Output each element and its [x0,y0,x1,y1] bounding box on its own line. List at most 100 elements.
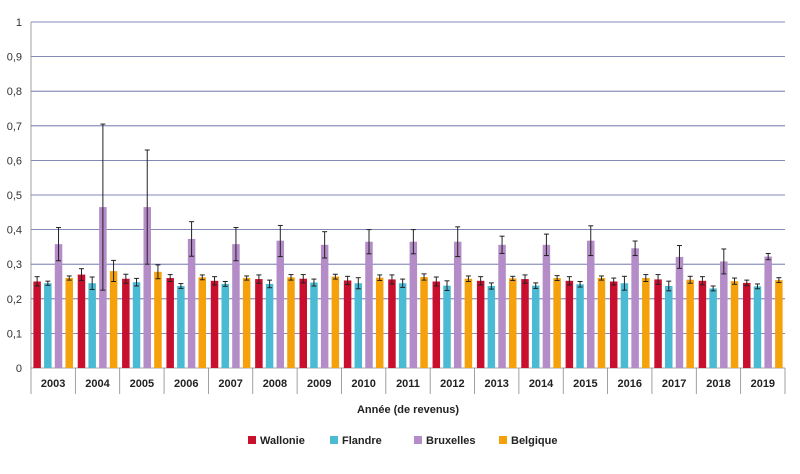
bar-wallonie [698,280,707,368]
bar-flandre [265,283,274,368]
bar-flandre [88,283,96,368]
error-bars [34,123,782,292]
bar-bruxelles [587,240,595,368]
y-axis: 0 0,1 0,2 0,3 0,4 0,5 0,6 0,7 0,8 0,9 1 [7,17,32,375]
x-tick-label: 2009 [307,378,331,390]
y-tick-label: 0,2 [7,294,22,306]
bar-flandre [576,284,584,368]
bar-belgique [464,278,473,368]
x-tick-label: 2003 [41,378,65,390]
legend-swatch-bruxelles [414,436,422,444]
x-tick-label: 2015 [573,378,597,390]
bar-wallonie [521,279,529,368]
bar-wallonie [122,278,130,368]
bar-flandre [398,283,407,368]
bar-flandre [354,283,363,368]
x-tick-label: 2014 [529,378,554,390]
bar-belgique [642,278,650,368]
bar-flandre [709,288,717,368]
bar-belgique [553,278,561,368]
bar-wallonie [299,278,307,368]
y-tick-label: 0,1 [7,328,22,340]
legend-swatch-wallonie [248,436,256,444]
x-tick-label: 2013 [484,378,508,390]
legend-label-bruxelles: Bruxelles [426,435,476,447]
bar-wallonie [654,279,662,368]
bar-wallonie [476,280,485,368]
bar-flandre [221,283,229,368]
bar-belgique [509,278,517,368]
bar-belgique [730,281,739,368]
y-tick-label: 0,6 [7,155,22,167]
x-tick-label: 2006 [174,378,198,390]
bar-belgique [242,278,251,368]
bar-bruxelles [409,241,418,368]
bar-bruxelles [720,261,728,368]
bar-flandre [531,285,540,368]
bar-bruxelles [498,244,506,368]
x-tick-label: 2010 [351,378,375,390]
bar-belgique [65,278,73,368]
bar-flandre [487,285,496,368]
bars [33,207,783,368]
bar-bruxelles [187,238,196,368]
x-axis: 2003 2004 2005 2006 2007 2008 2009 2010 2011 2012… [30,368,786,394]
y-tick-label: 0,5 [7,190,22,202]
y-tick-label: 0,8 [7,86,22,98]
bar-flandre [620,283,629,368]
x-tick-label: 2007 [218,378,242,390]
y-tick-label: 0,4 [7,225,22,237]
bar-bruxelles [54,244,63,368]
bar-flandre [177,285,185,368]
bar-belgique [287,277,295,368]
x-tick-label: 2011 [396,378,420,390]
legend-label-flandre: Flandre [342,435,382,447]
bar-wallonie [77,274,86,368]
bar-flandre [753,286,762,368]
x-tick-label: 2012 [440,378,464,390]
x-tick-label: 2017 [662,378,686,390]
bar-belgique [375,277,384,368]
bar-belgique [686,279,694,368]
bar-wallonie [609,281,618,368]
bar-belgique [420,277,428,368]
bar-wallonie [388,279,396,368]
y-tick-label: 1 [16,17,22,29]
x-tick-label: 2004 [85,378,110,390]
y-tick-label: 0 [16,363,22,375]
y-tick-label: 0,9 [7,52,22,64]
bar-belgique [154,271,162,368]
legend-label-wallonie: Wallonie [260,435,305,447]
x-tick-label: 2016 [618,378,642,390]
bar-belgique [198,277,207,368]
x-tick-label: 2005 [130,378,154,390]
bar-wallonie [33,281,41,368]
bar-flandre [310,282,318,368]
bar-wallonie [255,279,263,368]
bar-wallonie [743,282,751,368]
x-tick-label: 2018 [706,378,730,390]
legend: Wallonie Flandre Bruxelles Belgique [248,435,557,447]
bar-wallonie [565,280,574,368]
bar-belgique [331,276,340,368]
bar-wallonie [166,278,174,368]
bar-flandre [665,285,673,368]
x-tick-label: 2019 [751,378,775,390]
bar-wallonie [343,280,352,368]
bar-bruxelles [453,241,462,368]
bar-belgique [597,278,606,368]
legend-swatch-belgique [499,436,507,444]
x-tick-label: 2008 [263,378,287,390]
bar-wallonie [432,281,441,368]
bar-bruxelles [542,244,551,368]
legend-label-belgique: Belgique [511,435,557,447]
bar-bruxelles [365,241,373,368]
bar-belgique [109,271,118,368]
bar-bruxelles [631,248,639,368]
bar-belgique [775,280,783,368]
bar-wallonie [210,280,219,368]
y-tick-label: 0,3 [7,259,22,271]
bar-flandre [44,283,52,368]
legend-swatch-flandre [330,436,338,444]
